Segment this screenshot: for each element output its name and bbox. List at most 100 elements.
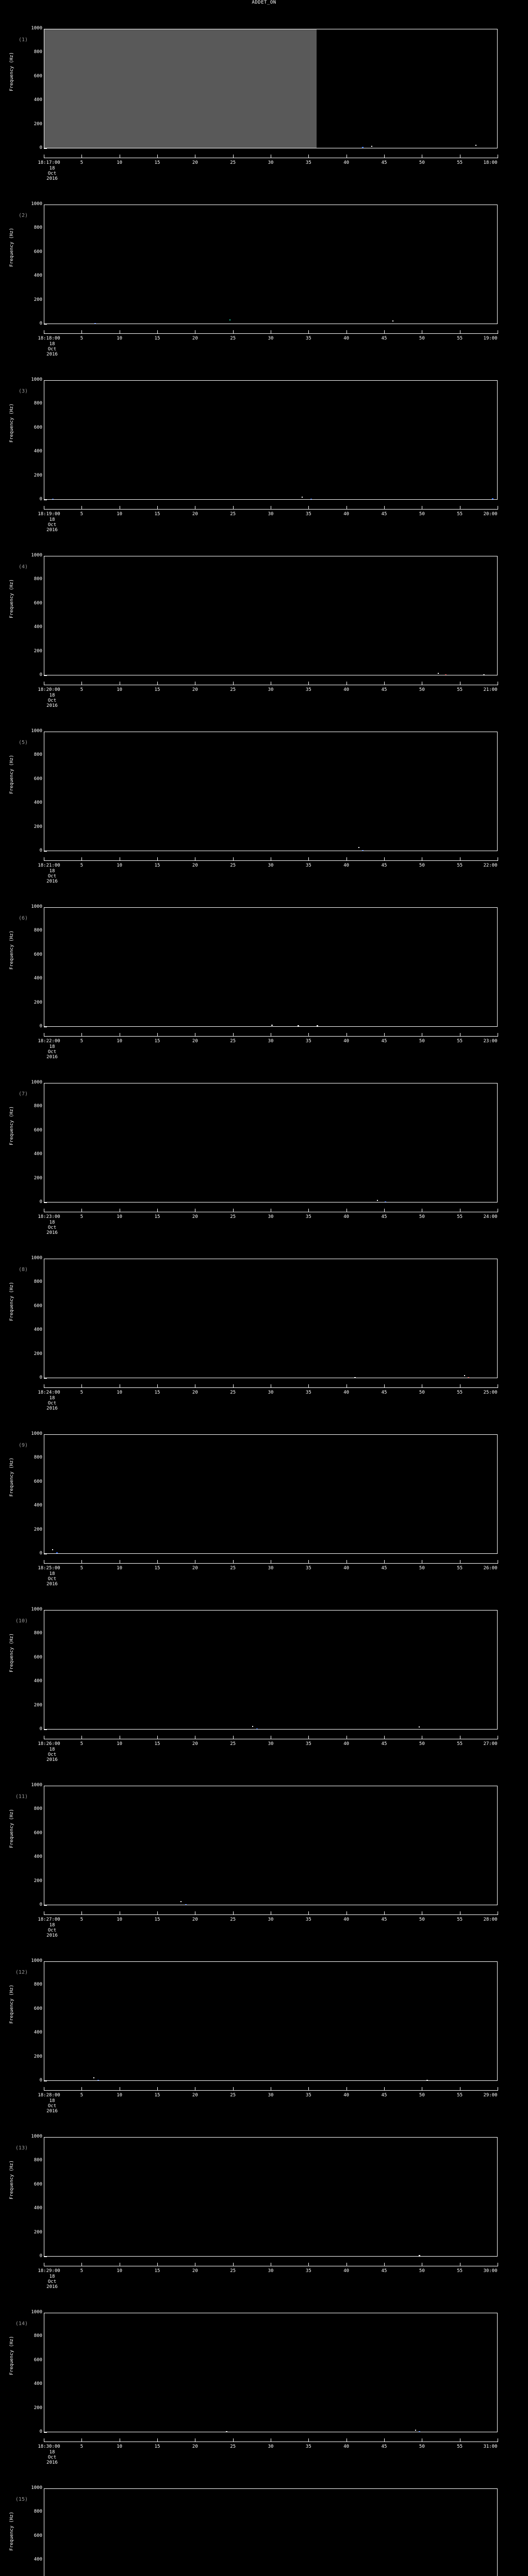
x-tick-label: 40	[343, 2093, 350, 2098]
x-axis-start-label: 18:27:00	[38, 1917, 60, 1922]
y-tick-label: 1000	[31, 2485, 42, 2490]
x-tick-mark	[81, 1209, 82, 1212]
x-axis-date: 18 Oct 2016	[46, 1220, 58, 1235]
x-tick-label: 10	[117, 687, 123, 692]
y-axis-ticks: 1000 800 600 400 200 0	[10, 1607, 42, 1732]
x-tick-label: 5	[80, 1214, 84, 1219]
y-tick-label: 800	[34, 928, 42, 934]
panel-index-label: (7)	[18, 1091, 28, 1097]
x-tick-label: 25	[230, 336, 236, 341]
x-tick-mark	[384, 857, 385, 861]
x-tick-label: 25	[230, 512, 236, 517]
x-tick-label: 20	[192, 1566, 198, 1571]
y-tick-label: 200	[34, 1351, 42, 1357]
x-tick-label: 15	[154, 2444, 160, 2449]
data-point	[188, 2256, 190, 2257]
x-tick-mark	[384, 330, 385, 334]
x-tick-label: 15	[154, 2268, 160, 2274]
plot-panel: (2) Frequency (Hz) 1000 800 600 400 200 0 18:18:…	[0, 183, 528, 359]
x-tick-mark	[384, 1560, 385, 1564]
plot-panel: (6) Frequency (Hz) 1000 800 600 400 200 0 18:22:…	[0, 886, 528, 1061]
x-tick-mark	[233, 1209, 234, 1212]
x-tick-label: 10	[117, 2268, 123, 2274]
date-line: 2016	[46, 703, 58, 708]
x-tick-mark	[233, 1560, 234, 1564]
x-tick-label: 50	[419, 687, 425, 692]
x-tick-label: 20	[192, 2444, 198, 2449]
plot-area	[44, 29, 498, 148]
y-tick-label: 800	[34, 2509, 42, 2515]
panel-index-label: (9)	[18, 1443, 28, 1448]
x-tick-label: 5	[80, 1039, 84, 1044]
x-axis-start-label: 18:18:00	[38, 336, 60, 341]
x-tick-mark	[157, 2087, 158, 2091]
x-tick-mark	[81, 682, 82, 685]
x-tick-label: 5	[80, 160, 84, 165]
y-tick-label: 0	[39, 1726, 42, 1732]
x-tick-label: 45	[381, 1566, 387, 1571]
data-point	[229, 319, 231, 321]
y-tick-label: 0	[39, 497, 42, 502]
y-tick-label: 600	[34, 249, 42, 255]
y-tick-label: 400	[34, 800, 42, 806]
x-tick-label: 5	[80, 687, 84, 692]
y-axis-ticks: 1000 800 600 400 200 0	[10, 1959, 42, 2083]
x-axis-date: 18 Oct 2016	[46, 2450, 58, 2465]
x-tick-mark	[308, 857, 309, 861]
x-tick-label: 40	[343, 2268, 350, 2274]
x-tick-mark	[346, 506, 347, 510]
y-tick-label: 0	[39, 1024, 42, 1029]
data-point	[468, 1377, 470, 1378]
y-tick-label: 400	[34, 2381, 42, 2387]
panel-index-label: (13)	[15, 2145, 28, 2151]
x-tick-mark	[346, 857, 347, 861]
y-tick-label: 800	[34, 577, 42, 582]
x-tick-mark	[233, 1911, 234, 1915]
x-tick-label: 30	[268, 160, 274, 165]
x-tick-mark	[308, 330, 309, 334]
y-tick-label: 800	[34, 752, 42, 758]
x-tick-label: 50	[419, 336, 425, 341]
x-tick-label: 30	[268, 2444, 274, 2449]
x-tick-label: 40	[343, 1390, 350, 1395]
date-line: 2016	[46, 1757, 58, 1762]
x-tick-label: 55	[457, 1741, 463, 1747]
data-point	[301, 496, 303, 498]
date-line: Oct	[47, 698, 57, 703]
y-tick-label: 200	[34, 824, 42, 829]
x-tick-label: 55	[457, 2093, 463, 2098]
x-axis-start-label: 18:28:00	[38, 2093, 60, 2098]
x-tick-mark	[384, 1736, 385, 1739]
x-tick-label: 35	[305, 1039, 311, 1044]
date-line: Oct	[47, 2279, 57, 2284]
y-tick-label: 800	[34, 2333, 42, 2339]
x-axis-end-label: 30:00	[483, 2268, 498, 2274]
plot-panel: (4) Frequency (Hz) 1000 800 600 400 200 0 18:20:…	[0, 534, 528, 710]
x-tick-label: 50	[419, 1917, 425, 1922]
plot-area	[44, 380, 498, 500]
date-line: 2016	[46, 352, 58, 357]
plot-panel: (9) Frequency (Hz) 1000 800 600 400 200 0 18:25:…	[0, 1413, 528, 1588]
x-tick-label: 35	[305, 1741, 311, 1747]
x-tick-mark	[346, 155, 347, 158]
panel-index-label: (15)	[15, 2497, 28, 2502]
x-tick-label: 40	[343, 1917, 350, 1922]
x-tick-label: 55	[457, 1214, 463, 1219]
x-tick-mark	[81, 2438, 82, 2442]
x-tick-label: 30	[268, 1917, 274, 1922]
data-point	[94, 323, 96, 324]
y-tick-label: 0	[39, 2078, 42, 2083]
x-axis-end-label: 25:00	[483, 1390, 498, 1395]
x-tick-label: 45	[381, 2268, 387, 2274]
x-tick-label: 25	[230, 1390, 236, 1395]
y-axis-ticks: 1000 800 600 400 200 0	[10, 26, 42, 150]
plot-panel: (7) Frequency (Hz) 1000 800 600 400 200 0 18:23:…	[0, 1061, 528, 1237]
x-tick-mark	[233, 2438, 234, 2442]
y-tick-mark	[44, 2432, 47, 2433]
data-point	[445, 674, 447, 675]
data-point	[298, 1025, 300, 1026]
data-gap-shading	[44, 29, 317, 148]
y-tick-mark	[44, 1202, 47, 1203]
y-tick-label: 600	[34, 1303, 42, 1309]
x-tick-mark	[346, 1560, 347, 1564]
